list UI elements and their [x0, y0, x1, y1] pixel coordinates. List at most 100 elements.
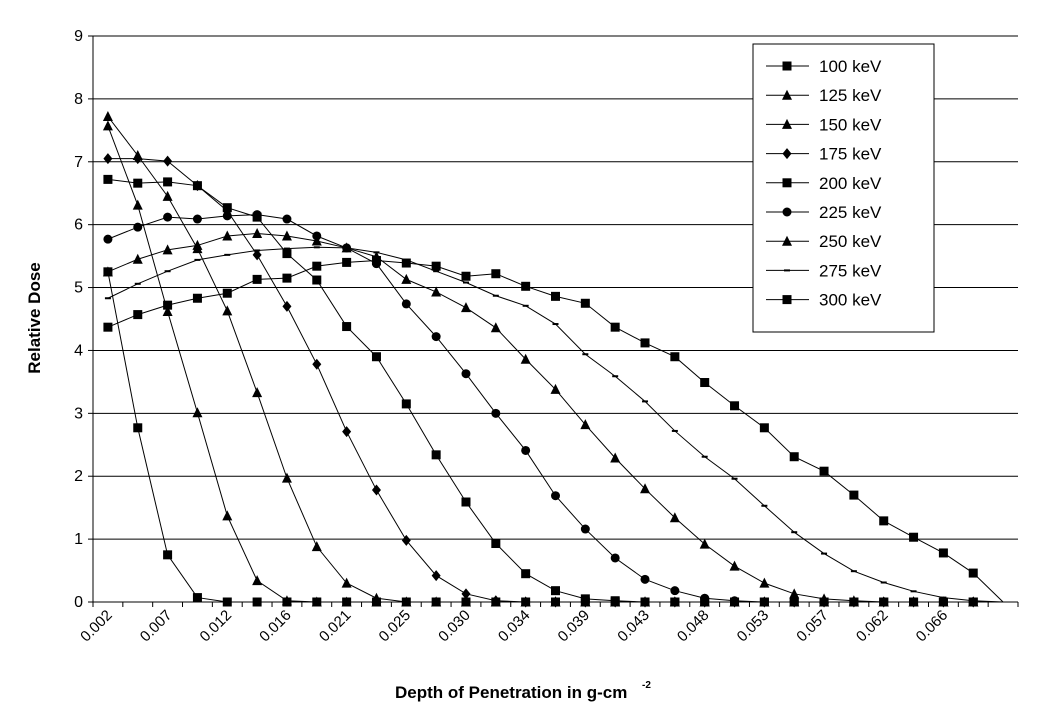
data-point: [104, 297, 111, 300]
legend-label: 175 keV: [819, 145, 882, 164]
data-point: [192, 214, 202, 224]
y-tick-label: 7: [74, 154, 83, 171]
data-point: [880, 581, 887, 584]
data-point: [222, 305, 233, 316]
data-point: [491, 269, 501, 279]
data-point: [164, 270, 171, 273]
y-tick-label: 3: [74, 405, 83, 422]
data-point: [431, 570, 441, 582]
x-axis-title: Depth of Penetration in g-cm: [395, 683, 627, 702]
legend-label: 125 keV: [819, 86, 882, 105]
data-point: [222, 230, 233, 241]
data-point: [312, 358, 322, 370]
data-point: [492, 294, 499, 297]
y-axis-title: Relative Dose: [25, 262, 44, 374]
data-point: [312, 275, 322, 285]
data-point: [132, 253, 143, 264]
data-point: [132, 199, 143, 210]
data-point: [192, 293, 202, 303]
data-point: [282, 214, 292, 224]
y-tick-label: 6: [74, 217, 83, 234]
data-point: [789, 597, 799, 607]
data-point: [968, 568, 978, 578]
data-point: [491, 595, 501, 607]
data-point: [222, 288, 232, 298]
data-point: [612, 375, 619, 378]
data-point: [133, 222, 143, 232]
data-point: [192, 181, 202, 191]
legend-marker: [782, 207, 792, 217]
data-point: [670, 352, 680, 362]
legend-item: 100 keV: [766, 57, 882, 76]
data-point: [640, 483, 651, 494]
x-tick-label: 0.039: [555, 607, 594, 646]
data-point: [878, 596, 889, 607]
data-point: [730, 401, 740, 411]
data-point: [103, 234, 113, 244]
data-point: [640, 574, 650, 584]
data-point: [163, 212, 173, 222]
data-point: [371, 484, 381, 496]
data-point: [311, 235, 322, 246]
data-point: [163, 177, 173, 187]
data-point: [252, 210, 262, 220]
data-point: [610, 596, 620, 606]
data-point: [848, 595, 859, 606]
y-tick-label: 5: [74, 280, 83, 297]
data-point: [580, 594, 590, 604]
data-point: [789, 452, 799, 462]
data-point: [371, 352, 381, 362]
data-point: [342, 426, 352, 438]
data-point: [133, 310, 143, 320]
legend-item: 200 keV: [766, 174, 882, 193]
legend-marker: [782, 178, 792, 188]
data-point: [671, 429, 678, 432]
data-point: [282, 300, 292, 312]
x-tick-label: 0.043: [614, 607, 653, 646]
x-tick-label: 0.062: [853, 607, 892, 646]
x-tick-label: 0.034: [495, 607, 534, 646]
data-point: [610, 553, 620, 563]
data-point: [194, 258, 201, 261]
legend-marker: [782, 235, 792, 246]
data-point: [401, 258, 411, 268]
data-point: [134, 282, 141, 285]
legend-item: 125 keV: [766, 86, 882, 105]
data-point: [759, 577, 770, 588]
data-point: [580, 298, 590, 308]
data-point: [521, 281, 531, 291]
data-point: [341, 577, 352, 588]
data-point: [821, 552, 828, 555]
legend-item: 150 keV: [766, 115, 882, 134]
y-tick-label: 8: [74, 91, 83, 108]
gridlines: [93, 35, 1018, 540]
series-250-kev: [102, 227, 1004, 607]
data-point: [490, 322, 501, 333]
data-point: [761, 504, 768, 507]
data-point: [789, 588, 800, 599]
data-point: [222, 211, 232, 221]
data-point: [461, 369, 471, 379]
legend-label: 200 keV: [819, 174, 882, 193]
data-point: [224, 253, 231, 256]
x-tick-label: 0.030: [435, 607, 474, 646]
data-point: [163, 550, 173, 560]
x-tick-label: 0.007: [137, 607, 176, 646]
data-point: [222, 203, 232, 213]
data-point: [371, 592, 382, 603]
data-point: [461, 497, 471, 507]
data-point: [401, 534, 411, 546]
data-point: [222, 597, 232, 607]
x-axis-title-superscript: -2: [642, 680, 651, 691]
data-point: [282, 249, 292, 259]
x-tick-labels: 0.002 0.007 0.012 0.016 0.021 0.025 0.030 0.034…: [77, 607, 951, 646]
data-point: [192, 593, 202, 603]
data-point: [311, 541, 322, 552]
data-point: [610, 452, 621, 463]
data-point: [819, 466, 829, 476]
data-point: [791, 531, 798, 534]
data-point: [731, 477, 738, 480]
data-point: [431, 332, 441, 342]
data-point: [192, 407, 203, 418]
